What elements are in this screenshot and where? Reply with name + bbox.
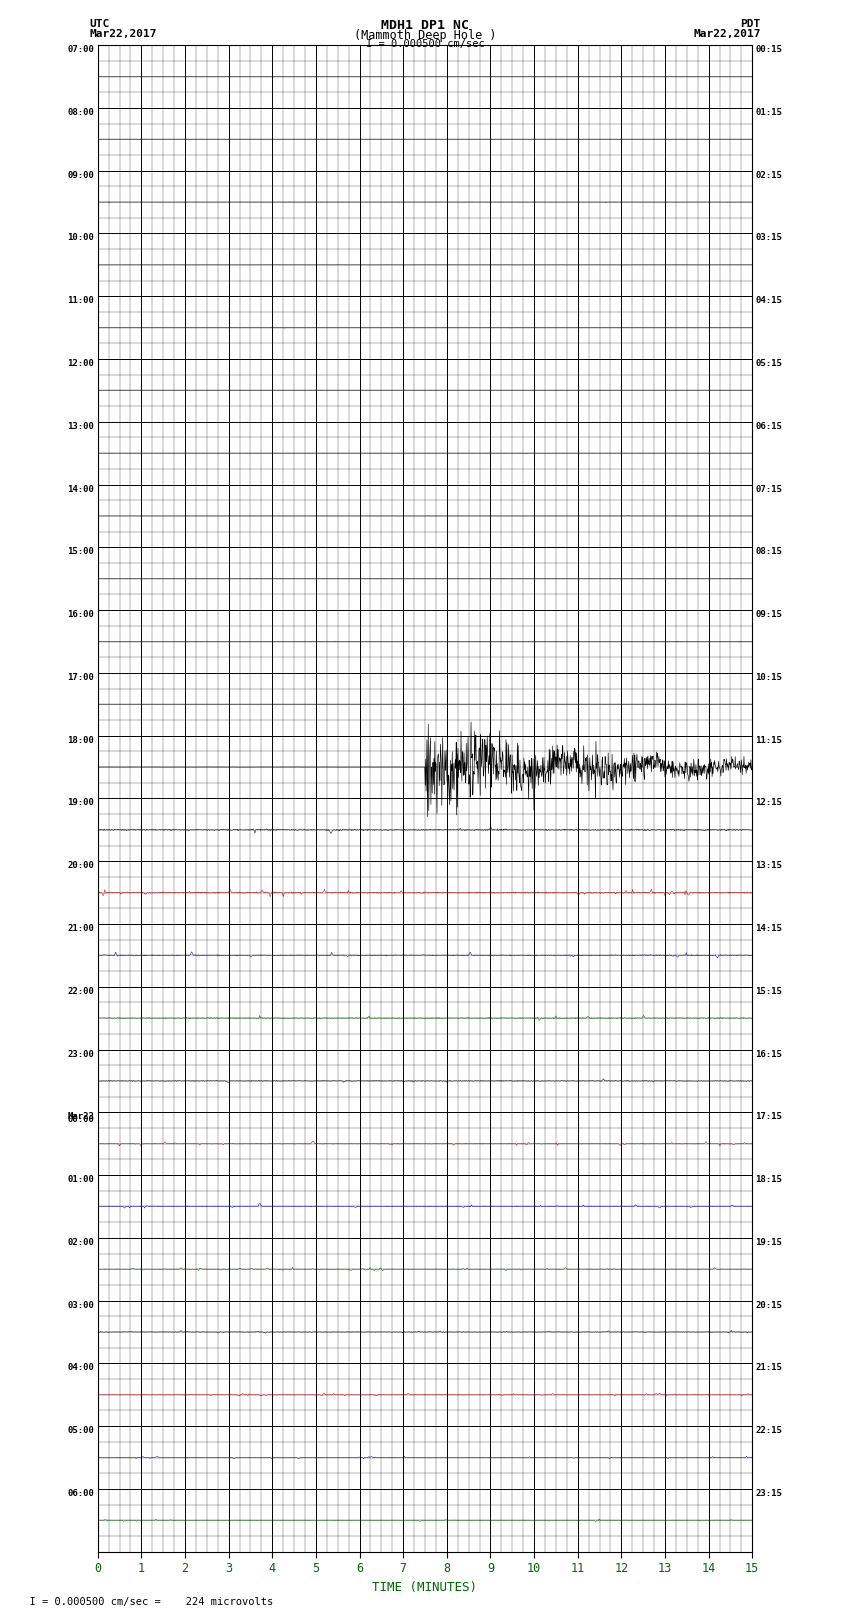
Text: 04:00: 04:00 <box>68 1363 94 1373</box>
Text: MDH1 DP1 NC: MDH1 DP1 NC <box>381 19 469 32</box>
Text: 16:15: 16:15 <box>756 1050 782 1058</box>
Text: 03:00: 03:00 <box>68 1300 94 1310</box>
Text: 22:00: 22:00 <box>68 987 94 995</box>
Text: 12:15: 12:15 <box>756 798 782 808</box>
Text: 06:15: 06:15 <box>756 421 782 431</box>
Text: 17:15: 17:15 <box>756 1113 782 1121</box>
Text: 15:00: 15:00 <box>68 547 94 556</box>
Text: 03:15: 03:15 <box>756 234 782 242</box>
Text: (Mammoth Deep Hole ): (Mammoth Deep Hole ) <box>354 29 496 42</box>
Text: 12:00: 12:00 <box>68 360 94 368</box>
Text: 06:00: 06:00 <box>68 1489 94 1498</box>
Text: Mar23: Mar23 <box>68 1113 94 1121</box>
Text: 08:15: 08:15 <box>756 547 782 556</box>
Text: 01:15: 01:15 <box>756 108 782 116</box>
Text: 17:00: 17:00 <box>68 673 94 682</box>
Text: 02:00: 02:00 <box>68 1237 94 1247</box>
Text: 18:00: 18:00 <box>68 736 94 745</box>
Text: 05:00: 05:00 <box>68 1426 94 1436</box>
Text: 14:15: 14:15 <box>756 924 782 932</box>
Text: 18:15: 18:15 <box>756 1174 782 1184</box>
Text: 00:00: 00:00 <box>68 1115 94 1124</box>
Text: 08:00: 08:00 <box>68 108 94 116</box>
Text: 01:00: 01:00 <box>68 1174 94 1184</box>
Text: 23:15: 23:15 <box>756 1489 782 1498</box>
Text: 22:15: 22:15 <box>756 1426 782 1436</box>
Text: 04:15: 04:15 <box>756 297 782 305</box>
Text: Mar22,2017: Mar22,2017 <box>694 29 761 39</box>
Text: 21:00: 21:00 <box>68 924 94 932</box>
Text: 07:00: 07:00 <box>68 45 94 55</box>
Text: 16:00: 16:00 <box>68 610 94 619</box>
Text: 13:15: 13:15 <box>756 861 782 869</box>
Text: 19:15: 19:15 <box>756 1237 782 1247</box>
Text: 07:15: 07:15 <box>756 484 782 494</box>
Text: UTC: UTC <box>89 19 110 29</box>
Text: 02:15: 02:15 <box>756 171 782 179</box>
Text: 21:15: 21:15 <box>756 1363 782 1373</box>
Text: 10:15: 10:15 <box>756 673 782 682</box>
Text: 11:15: 11:15 <box>756 736 782 745</box>
Text: 05:15: 05:15 <box>756 360 782 368</box>
Text: I = 0.000500 cm/sec =    224 microvolts: I = 0.000500 cm/sec = 224 microvolts <box>17 1597 273 1607</box>
Text: 15:15: 15:15 <box>756 987 782 995</box>
Text: 19:00: 19:00 <box>68 798 94 808</box>
Text: I = 0.000500 cm/sec: I = 0.000500 cm/sec <box>366 39 484 48</box>
Text: 14:00: 14:00 <box>68 484 94 494</box>
Text: Mar22,2017: Mar22,2017 <box>89 29 156 39</box>
Text: 09:15: 09:15 <box>756 610 782 619</box>
Text: PDT: PDT <box>740 19 761 29</box>
Text: 20:15: 20:15 <box>756 1300 782 1310</box>
X-axis label: TIME (MINUTES): TIME (MINUTES) <box>372 1581 478 1594</box>
Text: 00:15: 00:15 <box>756 45 782 55</box>
Text: 20:00: 20:00 <box>68 861 94 869</box>
Text: 10:00: 10:00 <box>68 234 94 242</box>
Text: 13:00: 13:00 <box>68 421 94 431</box>
Text: 23:00: 23:00 <box>68 1050 94 1058</box>
Text: 09:00: 09:00 <box>68 171 94 179</box>
Text: 11:00: 11:00 <box>68 297 94 305</box>
